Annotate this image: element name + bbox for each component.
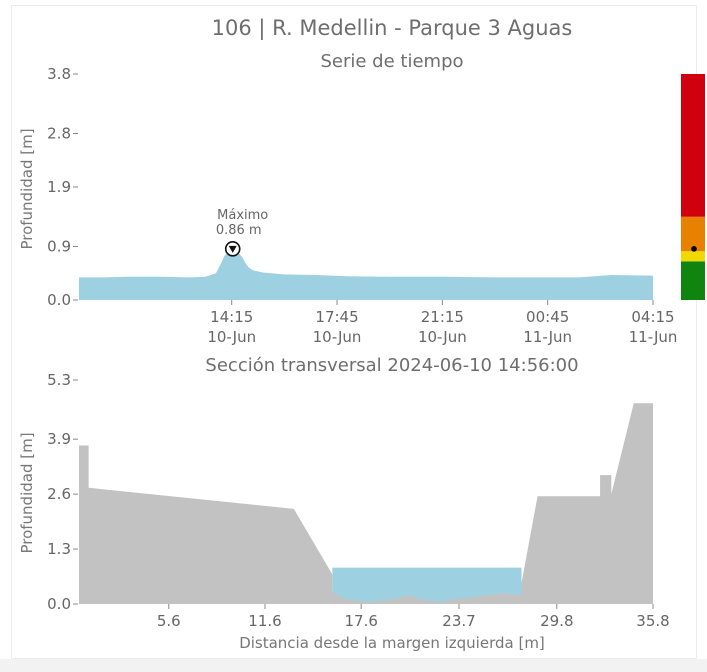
- xs-xtick-label: 5.6: [157, 612, 181, 630]
- ts-plot-area: [79, 252, 653, 300]
- ts-ytick-label: 1.9: [47, 178, 71, 196]
- ts-xtick-date: 11-Jun: [523, 328, 572, 346]
- station-title: 106 | R. Medellin - Parque 3 Aguas: [212, 16, 573, 41]
- xs-xtick-label: 17.6: [344, 612, 377, 630]
- ts-xtick-date: 11-Jun: [629, 328, 678, 346]
- level-bar-segment: [681, 261, 705, 300]
- xs-ytick-label: 2.6: [47, 485, 71, 503]
- xs-ytick-label: 0.0: [47, 595, 71, 613]
- ts-xtick-date: 10-Jun: [207, 328, 256, 346]
- time-series-title: Serie de tiempo: [320, 51, 463, 72]
- level-bar-segment: [681, 251, 705, 262]
- level-bar-marker: [691, 246, 697, 252]
- xs-ticks: 0.0 1.3 2.6 3.9 5.3 5.6 11.6 17.6 23.7 29.8 35.8: [47, 371, 670, 630]
- cross-section-title: Sección transversal 2024-06-10 14:56:00: [205, 355, 578, 376]
- ts-ytick-label: 2.8: [47, 124, 71, 142]
- xs-ground-profile: [79, 403, 653, 604]
- level-bar-segment: [681, 74, 705, 217]
- ts-depth-area: [79, 252, 653, 300]
- ts-ytick-label: 0.9: [47, 237, 71, 255]
- ts-ytick-label: 0.0: [47, 291, 71, 309]
- ts-ytick-label: 3.8: [47, 65, 71, 83]
- max-annotation-label: Máximo: [217, 208, 268, 223]
- ts-ylabel: Profundidad [m]: [18, 128, 36, 249]
- ts-xtick-date: 10-Jun: [313, 328, 362, 346]
- xs-xtick-label: 35.8: [636, 612, 669, 630]
- ts-annotation: Máximo 0.86 m: [216, 208, 268, 257]
- xs-ytick-label: 3.9: [47, 430, 71, 448]
- xs-xtick-label: 11.6: [248, 612, 281, 630]
- ts-xtick-time: 21:15: [421, 308, 464, 326]
- xs-xtick-label: 29.8: [540, 612, 573, 630]
- ts-xtick-time: 17:45: [315, 308, 358, 326]
- xs-xtick-label: 23.7: [442, 612, 475, 630]
- ts-xtick-time: 04:15: [631, 308, 674, 326]
- xs-ylabel: Profundidad [m]: [18, 432, 36, 553]
- ts-xtick-date: 10-Jun: [418, 328, 467, 346]
- ts-xtick-time: 00:45: [526, 308, 569, 326]
- xs-ytick-label: 1.3: [47, 540, 71, 558]
- ts-ticks: 0.0 0.9 1.9 2.8 3.8 14:15 10-Jun 17:45 10-Jun 21:…: [47, 65, 677, 346]
- level-bar: [681, 74, 705, 300]
- bottom-strip: [0, 659, 707, 672]
- max-marker-triangle: [228, 245, 237, 253]
- xs-plot-area: [79, 403, 653, 604]
- max-annotation-value: 0.86 m: [216, 223, 262, 238]
- xs-xlabel: Distancia desde la margen izquierda [m]: [239, 634, 545, 652]
- ts-xtick-time: 14:15: [210, 308, 253, 326]
- level-bar-segment: [681, 216, 705, 252]
- card-frame: [11, 5, 697, 659]
- xs-ytick-label: 5.3: [47, 371, 71, 389]
